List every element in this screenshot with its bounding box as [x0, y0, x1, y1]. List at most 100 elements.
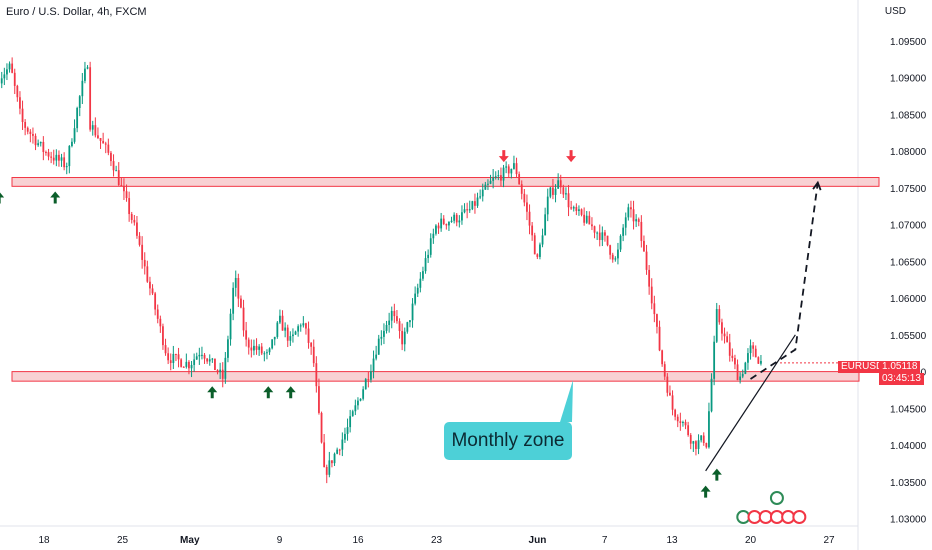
y-tick-label: 1.04000 [890, 441, 927, 452]
candle-body [585, 215, 588, 223]
candle-body [658, 326, 661, 351]
candle-body [156, 309, 159, 319]
candle-body [133, 219, 136, 223]
candle-body [232, 287, 235, 314]
candle-body [687, 425, 690, 436]
candle-body [526, 202, 528, 212]
candle-body [671, 395, 674, 410]
candle-body [260, 346, 263, 354]
candle-body [279, 315, 281, 323]
candle-body [627, 207, 630, 218]
candle-body [349, 416, 352, 428]
candle-body [357, 400, 359, 406]
candle-body [107, 144, 110, 153]
candle-body [99, 138, 102, 141]
candle-body [656, 314, 658, 327]
candle-body [55, 154, 58, 161]
candle-body [115, 170, 118, 172]
candle-body [401, 331, 404, 345]
candle-body [281, 315, 284, 331]
candle-body [19, 97, 21, 109]
y-tick-label: 1.08500 [890, 110, 927, 121]
candle-body [578, 209, 580, 211]
candle-body [151, 288, 154, 294]
callout-pointer [560, 380, 573, 422]
candle-body [375, 354, 378, 359]
candle-body [203, 354, 206, 359]
candle-body [432, 233, 435, 239]
candle-body [583, 214, 586, 223]
candle-body [13, 72, 16, 86]
candle-body [29, 131, 32, 134]
resistance-zone [11, 177, 880, 187]
candle-body [104, 143, 107, 145]
candle-body [315, 363, 318, 387]
candle-body [715, 309, 718, 342]
candle-body [224, 357, 227, 379]
candle-body [73, 128, 76, 142]
candle-body [351, 411, 354, 417]
candle-body [611, 254, 614, 260]
candle-body [609, 245, 612, 255]
x-tick-label: 27 [823, 535, 835, 546]
candle-body [388, 320, 391, 325]
candle-body [253, 345, 255, 351]
candle-body [741, 373, 744, 377]
projection-arrowhead [812, 180, 822, 191]
y-tick-label: 1.06500 [890, 257, 927, 268]
candle-body [518, 174, 521, 185]
candle-body [154, 293, 157, 310]
candle-body [453, 214, 456, 221]
candle-body [427, 254, 430, 259]
candle-body [16, 85, 19, 98]
candle-body [700, 435, 703, 441]
candle-body [632, 209, 635, 222]
candle-body [6, 69, 8, 75]
candle-body [536, 254, 539, 257]
candle-body [749, 345, 752, 354]
candle-body [276, 322, 279, 337]
x-tick-label: Jun [529, 535, 547, 546]
candle-body [188, 361, 190, 369]
candle-body [136, 222, 138, 236]
candle-body [653, 303, 656, 315]
candle-body [143, 259, 146, 267]
candle-body [497, 175, 500, 177]
candle-body [533, 235, 536, 255]
candle-body [63, 157, 66, 168]
candle-body [336, 449, 339, 454]
event-marker-icon [736, 510, 751, 524]
candle-body [757, 357, 760, 364]
candle-body [128, 198, 131, 215]
candle-body [591, 224, 593, 227]
candle-body [234, 277, 237, 288]
candle-body [112, 161, 115, 171]
candle-body [539, 244, 541, 257]
candle-body [510, 168, 513, 174]
candle-body [513, 163, 515, 169]
candle-body [273, 336, 276, 340]
y-tick-label: 1.07000 [890, 221, 927, 232]
up-arrow-icon [285, 386, 296, 399]
y-tick-label: 1.03000 [890, 515, 927, 526]
candle-body [492, 177, 495, 181]
candle-body [695, 441, 697, 449]
candle-body [669, 392, 671, 396]
candle-body [318, 386, 320, 413]
candle-body [663, 364, 666, 377]
candle-body [617, 249, 619, 259]
candle-body [89, 67, 92, 130]
y-tick-label: 1.07500 [890, 184, 927, 195]
candle-body [130, 214, 133, 220]
candle-body [21, 108, 24, 122]
candle-body [65, 166, 68, 168]
candle-body [120, 184, 123, 186]
candle-body [697, 440, 700, 449]
candle-body [593, 226, 596, 233]
candle-body [198, 354, 201, 357]
candle-body [149, 281, 151, 289]
candle-body [661, 350, 664, 365]
candle-body [110, 152, 112, 162]
candle-body [8, 63, 11, 70]
